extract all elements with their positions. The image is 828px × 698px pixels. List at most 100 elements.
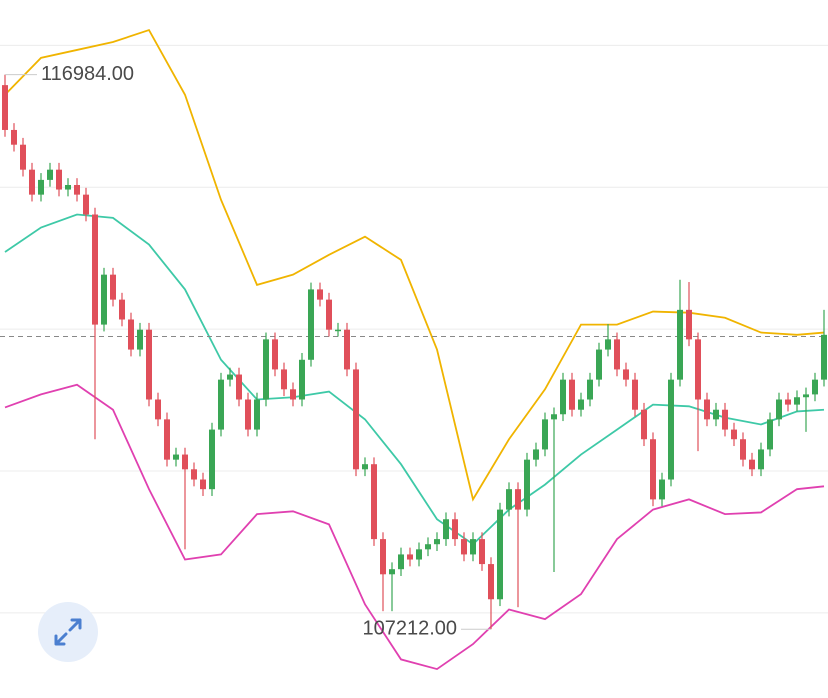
candle-body	[641, 409, 647, 440]
candle-body	[686, 309, 692, 340]
candle-body	[425, 544, 431, 550]
annotation: 107212.00	[362, 618, 457, 640]
expand-button[interactable]	[38, 602, 98, 662]
candle-body	[182, 454, 188, 470]
candle-body	[488, 564, 494, 600]
candle-body	[551, 414, 557, 420]
candle-body	[578, 399, 584, 410]
candle-body	[398, 554, 404, 570]
candle-body	[65, 184, 71, 190]
candle-body	[470, 539, 476, 555]
candle-body	[236, 374, 242, 400]
candle-body	[632, 379, 638, 410]
candle-body	[326, 299, 332, 330]
candle-body	[317, 289, 323, 300]
candle-body	[380, 539, 386, 575]
candle-body	[749, 459, 755, 470]
candle-body	[587, 379, 593, 400]
candle-body	[164, 419, 170, 460]
candle-body	[101, 274, 107, 325]
candle-body	[677, 309, 683, 380]
candle-body	[506, 489, 512, 510]
candle-body	[443, 519, 449, 540]
candle-body	[353, 369, 359, 470]
candle-body	[623, 369, 629, 380]
candle-body	[695, 339, 701, 400]
candle-body	[758, 449, 764, 470]
candle-body	[596, 349, 602, 380]
candle-body	[263, 339, 269, 400]
candle-body	[803, 394, 809, 398]
candle-body	[767, 419, 773, 450]
candle-body	[290, 389, 296, 400]
annotation: 116984.00	[41, 63, 134, 85]
candle-body	[20, 144, 26, 170]
candle-body	[335, 329, 341, 332]
candle-body	[209, 429, 215, 490]
candle-body	[272, 339, 278, 370]
candle-body	[110, 274, 116, 300]
candle-body	[389, 569, 395, 575]
candle-body	[668, 379, 674, 480]
candle-body	[29, 169, 35, 195]
candle-body	[560, 379, 566, 415]
candle-body	[497, 509, 503, 600]
candle-body	[794, 397, 800, 405]
candle-body	[731, 429, 737, 440]
candle-body	[524, 459, 530, 510]
band-upper	[4, 28, 825, 502]
candle-body	[245, 399, 251, 430]
candle-body	[299, 359, 305, 400]
candle-body	[38, 179, 44, 195]
candle-body	[191, 469, 197, 480]
candle-body	[11, 129, 17, 145]
candle-body	[515, 489, 521, 510]
candle-body	[785, 399, 791, 405]
expand-button-bg[interactable]	[38, 602, 98, 662]
candle-body	[155, 399, 161, 420]
candle-body	[605, 339, 611, 350]
candle-body	[812, 379, 818, 395]
candle-body	[92, 214, 98, 325]
candle-body	[344, 329, 350, 370]
candle-body	[407, 554, 413, 560]
candle-body	[821, 334, 827, 380]
band-middle	[4, 213, 825, 546]
candle-body	[362, 464, 368, 470]
candle-body	[146, 329, 152, 400]
candle-body	[776, 399, 782, 420]
candle-body	[650, 439, 656, 500]
candle-body	[281, 369, 287, 390]
candle-body	[713, 409, 719, 420]
candle-body	[461, 539, 467, 555]
candle-body	[722, 409, 728, 430]
candle-body	[416, 549, 422, 560]
candle-body	[740, 439, 746, 460]
band-lower	[4, 383, 825, 671]
candle-body	[2, 85, 8, 130]
candle-body	[254, 399, 260, 430]
candle-body	[227, 374, 233, 380]
candle-body	[452, 519, 458, 540]
candle-body	[569, 379, 575, 410]
candle-body	[200, 479, 206, 490]
candle-body	[542, 419, 548, 450]
candle-body	[704, 399, 710, 420]
candle-body	[614, 339, 620, 370]
candle-body	[74, 184, 80, 195]
candle-body	[308, 289, 314, 360]
candle-body	[47, 169, 53, 180]
candle-body	[659, 479, 665, 500]
expand-icon[interactable]	[54, 618, 82, 646]
candle-body	[479, 539, 485, 565]
candle-body	[533, 449, 539, 460]
candle-body	[119, 299, 125, 320]
candle-body	[434, 539, 440, 545]
candle-body	[83, 194, 89, 215]
candle-body	[371, 464, 377, 540]
candle-body	[128, 319, 134, 350]
candle-body	[218, 379, 224, 430]
candle-body	[56, 169, 62, 190]
candle-body	[173, 454, 179, 460]
